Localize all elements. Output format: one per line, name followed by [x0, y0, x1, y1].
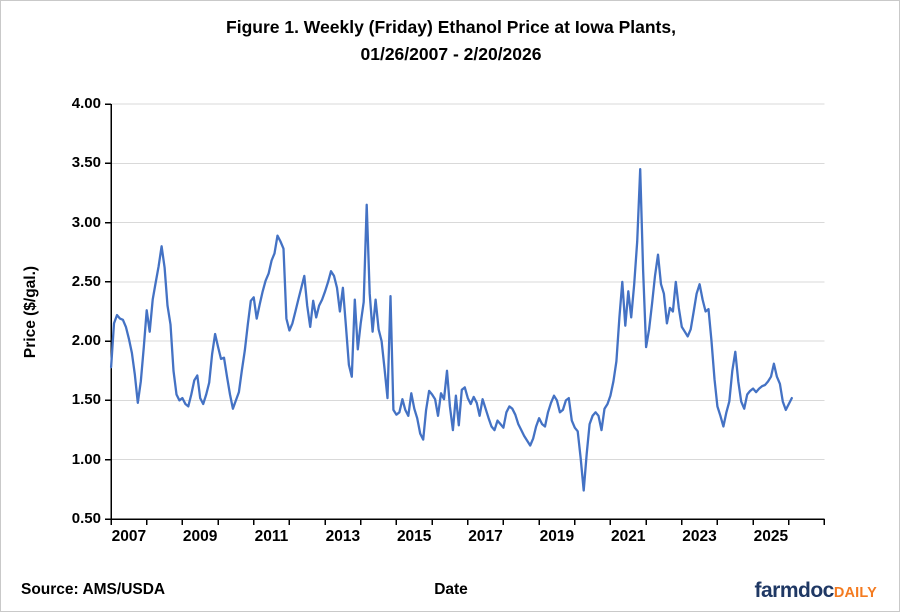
x-tick-label: 2019 — [539, 528, 575, 545]
x-tick-label: 2017 — [468, 528, 503, 545]
chart-title-line2: 01/26/2007 - 2/20/2026 — [360, 44, 542, 64]
logo-farmdoc-text: farmdoc — [754, 579, 834, 602]
source-label: Source: AMS/USDA — [21, 581, 166, 598]
y-axis-title: Price ($/gal.) — [22, 265, 39, 359]
chart-title: Figure 1. Weekly (Friday) Ethanol Price … — [1, 14, 899, 68]
x-axis-title: Date — [434, 581, 468, 598]
x-tick-label: 2009 — [182, 528, 218, 545]
price-line — [109, 168, 793, 492]
x-tick-label: 2011 — [254, 528, 289, 545]
farmdoc-daily-logo: farmdocDAILY — [754, 579, 877, 603]
y-tick-label: 1.50 — [71, 391, 101, 409]
x-tick-label: 2025 — [753, 528, 789, 545]
x-tick-label: 2015 — [396, 528, 432, 545]
chart-title-line1: Figure 1. Weekly (Friday) Ethanol Price … — [226, 17, 676, 37]
logo-daily-text: DAILY — [833, 585, 877, 601]
y-tick-label: 0.50 — [71, 510, 101, 527]
x-tick-label: 2013 — [325, 528, 361, 545]
y-tick-label: 3.00 — [71, 213, 101, 231]
x-tick-label: 2007 — [111, 528, 147, 545]
y-tick-label: 2.00 — [71, 332, 101, 350]
y-tick-label: 4.00 — [71, 95, 101, 112]
y-tick-label: 3.50 — [71, 154, 101, 172]
y-tick-label: 2.50 — [71, 272, 101, 290]
x-tick-label: 2021 — [610, 528, 646, 545]
y-tick-label: 1.00 — [71, 450, 101, 468]
x-tick-label: 2023 — [682, 528, 717, 545]
